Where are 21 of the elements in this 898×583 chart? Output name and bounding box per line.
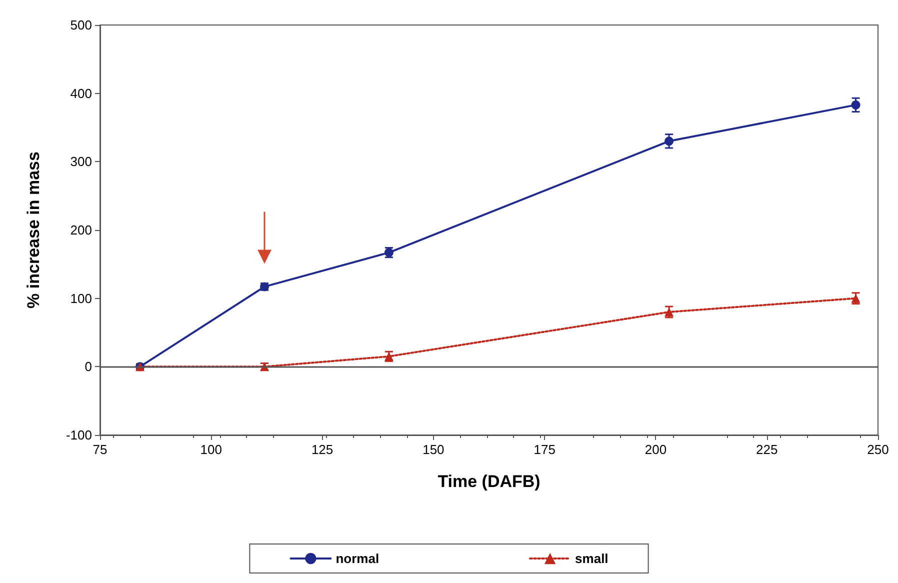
y-tick-label: 100 xyxy=(70,290,92,306)
y-tick-label: -100 xyxy=(66,428,92,442)
legend-label: small xyxy=(575,551,608,566)
x-tick-label: 125 xyxy=(311,442,334,457)
y-tick-label: 300 xyxy=(70,154,92,170)
x-tick-label: 250 xyxy=(867,442,889,457)
y-tick-label: 500 xyxy=(70,18,92,32)
x-tick-label: 100 xyxy=(200,442,222,457)
x-tick-label: 75 xyxy=(92,442,108,457)
y-tick-label: 200 xyxy=(70,222,92,238)
x-tick-label: 150 xyxy=(422,442,444,457)
point xyxy=(664,136,674,146)
y-tick-label: 400 xyxy=(70,86,92,101)
x-axis-title: Time (DAFB) xyxy=(438,472,540,491)
point xyxy=(851,100,860,110)
legend-label: normal xyxy=(336,551,380,566)
y-tick-label: 0 xyxy=(84,359,92,374)
y-axis-title: % increase in mass xyxy=(24,152,43,308)
x-tick-label: 200 xyxy=(644,442,667,457)
x-tick-label: 225 xyxy=(756,442,778,457)
x-tick-label: 175 xyxy=(534,442,556,457)
